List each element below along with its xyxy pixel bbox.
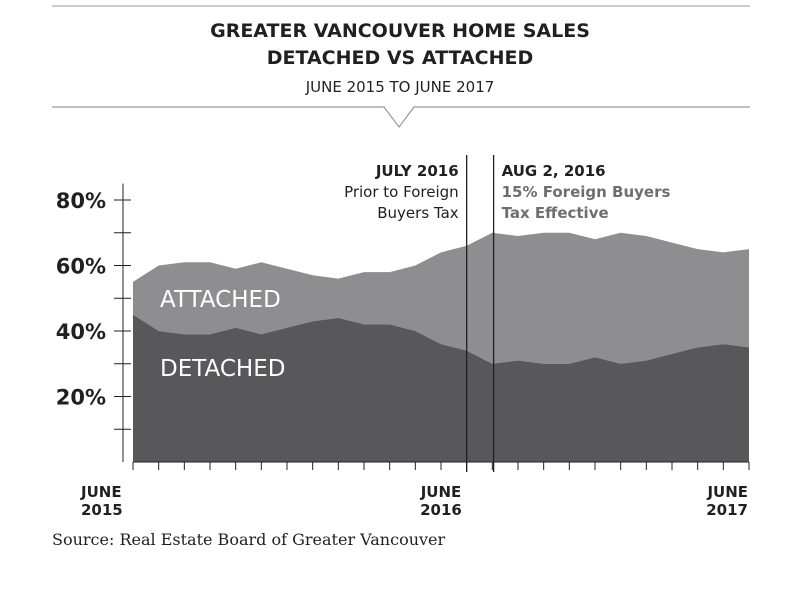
y-tick-label: 60% [56, 255, 106, 279]
annotation-aug-2016-text: AUG 2, 2016 [502, 162, 606, 180]
series-label-detached: DETACHED [160, 356, 285, 382]
header-bottom-rule [52, 106, 750, 128]
x-tick-label: 2017 [706, 501, 748, 519]
annotation-aug-2016-text: Tax Effective [502, 204, 609, 222]
annotation-july-2016-text: Prior to Foreign [344, 183, 459, 201]
y-tick-label: 20% [56, 386, 106, 410]
y-tick-label: 80% [56, 189, 106, 213]
area-detached [133, 314, 749, 462]
x-tick-label: JUNE [420, 483, 462, 501]
y-axis: 20% 40% 60% 80% [56, 183, 131, 462]
chart-title-line1: GREATER VANCOUVER HOME SALES [210, 20, 590, 42]
annotation-july-2016-text: Buyers Tax [377, 204, 459, 222]
annotation-layer: JULY 2016 Prior to Foreign Buyers Tax AUG 2… [344, 155, 670, 472]
x-tick-label: JUNE [706, 483, 748, 501]
chart-subtitle: JUNE 2015 TO JUNE 2017 [305, 78, 495, 96]
series-label-attached: ATTACHED [160, 287, 281, 313]
x-tick-label: 2015 [81, 501, 123, 519]
area-attached [133, 232, 749, 364]
area-layer [133, 232, 749, 462]
annotation-aug-2016-text: 15% Foreign Buyers [502, 183, 671, 201]
x-tick-label: JUNE [80, 483, 122, 501]
x-tick-label: 2016 [420, 501, 462, 519]
source-note: Source: Real Estate Board of Greater Van… [52, 530, 446, 549]
annotation-july-2016-text: JULY 2016 [375, 162, 459, 180]
chart-title-line2: DETACHED VS ATTACHED [267, 47, 534, 69]
y-tick-label: 40% [56, 320, 106, 344]
